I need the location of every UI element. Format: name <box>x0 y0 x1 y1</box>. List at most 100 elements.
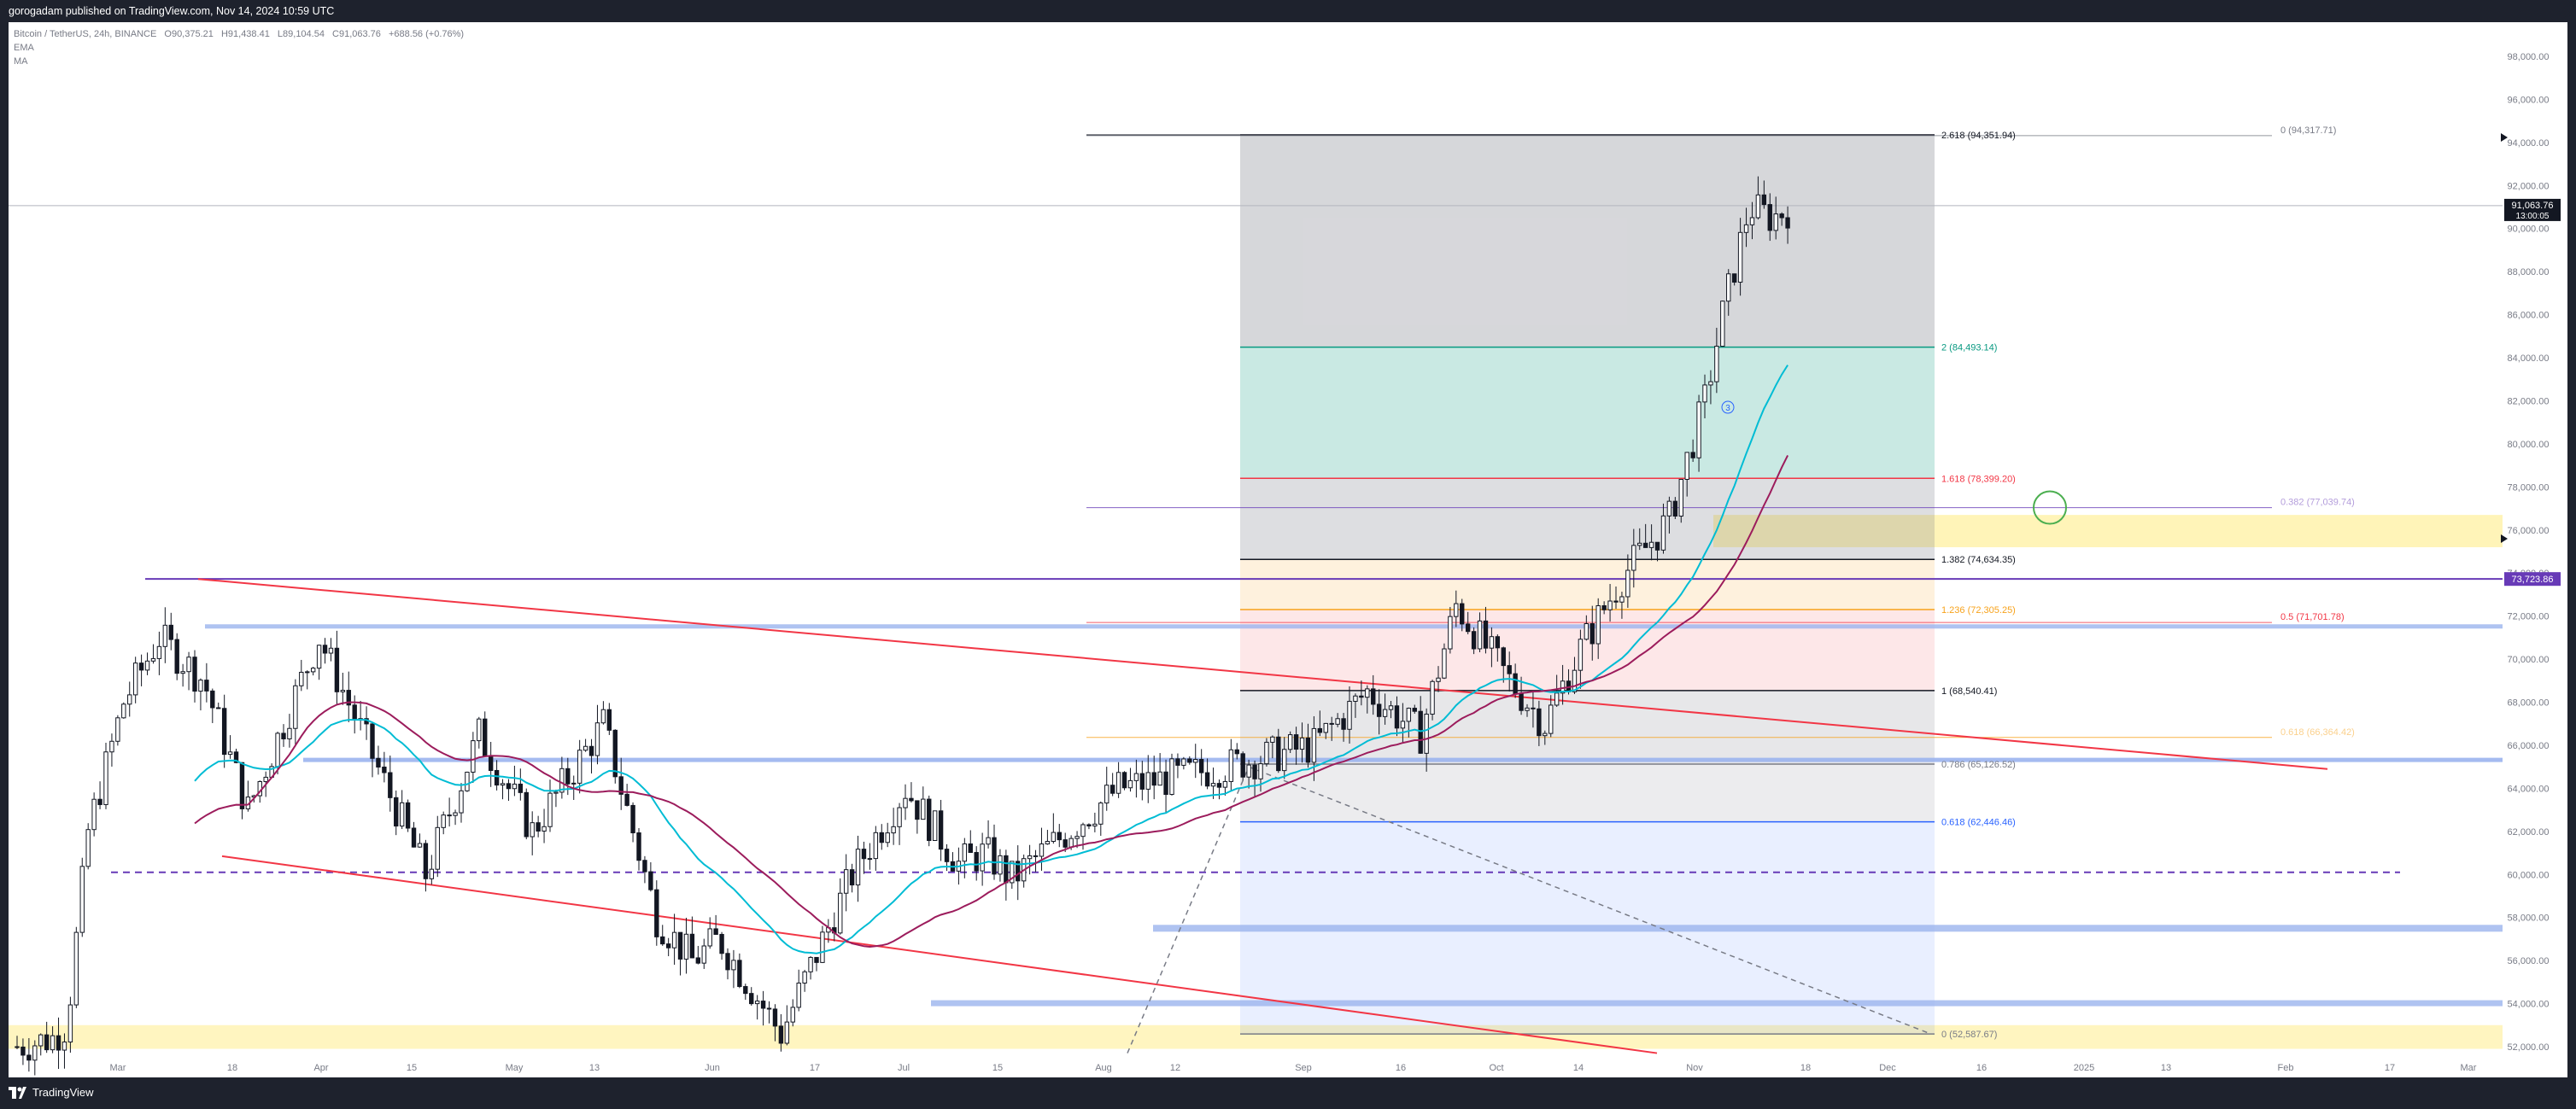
price-chart[interactable]: Mar 18 Apr 15 May 13 Jun 17 Jul 15 Aug 12 Sep 16 Oct 14… <box>9 22 2567 1077</box>
candle-down <box>1642 542 1648 548</box>
candle-up <box>885 832 890 843</box>
candle-up <box>571 782 577 785</box>
tradingview-logo[interactable]: TradingView <box>9 1086 94 1099</box>
candle-down <box>725 953 730 971</box>
y-tick-label: 92,000.00 <box>2508 181 2550 191</box>
y-tick-label: 52,000.00 <box>2508 1042 2550 1053</box>
indicator-ma[interactable]: MA <box>14 56 28 67</box>
candle-down <box>1329 722 1334 725</box>
y-tick-label: 68,000.00 <box>2508 698 2550 709</box>
fib-retracement-label: 0 (94,317.71) <box>2280 125 2336 136</box>
candle-up <box>1625 569 1630 598</box>
candle-down <box>1613 600 1619 603</box>
candle-up <box>683 933 689 960</box>
candle-down <box>204 680 209 692</box>
candle-up <box>583 745 588 751</box>
candle-down <box>524 791 529 838</box>
support-band <box>1153 925 2503 932</box>
candle-down <box>1086 824 1092 826</box>
candle-down <box>1139 773 1145 790</box>
candle-up <box>471 740 476 773</box>
candle-up <box>1127 779 1133 789</box>
candle-up <box>162 624 168 647</box>
candle-up <box>903 797 908 808</box>
candle-down <box>713 928 718 935</box>
candle-down <box>814 956 819 963</box>
candle-down <box>618 776 624 795</box>
candle-up <box>594 722 600 756</box>
candle-down <box>44 1034 50 1051</box>
candle-up <box>1133 773 1139 781</box>
candle-down <box>630 804 635 834</box>
candle-up <box>731 960 736 971</box>
candle-down <box>1483 620 1489 649</box>
candle-down <box>743 986 748 995</box>
candle-down <box>1785 217 1790 229</box>
candle-down <box>968 843 973 854</box>
fib-extension-label: 1 (68,540.41) <box>1941 686 1997 697</box>
candle-down <box>322 645 328 654</box>
symbol-legend: Bitcoin / TetherUS, 24h, BINANCE O90,375… <box>14 27 464 68</box>
candle-up <box>838 892 843 934</box>
fib-extension-label: 1.382 (74,634.35) <box>1941 555 2016 565</box>
candle-up <box>91 798 97 831</box>
candle-down <box>1731 273 1737 283</box>
fib-retracement-label: 0.618 (66,364.42) <box>2280 727 2355 738</box>
support-band <box>931 1000 2503 1007</box>
y-tick-label: 80,000.00 <box>2508 440 2550 450</box>
candle-down <box>1276 736 1281 772</box>
candle-up <box>275 733 280 768</box>
candle-down <box>1779 213 1784 219</box>
candle-up <box>1287 734 1293 750</box>
candle-down <box>737 960 742 988</box>
candle-down <box>677 931 683 960</box>
x-tick-label: May <box>506 1063 524 1073</box>
y-tick-label: 98,000.00 <box>2508 52 2550 62</box>
candle-up <box>1648 541 1654 548</box>
y-tick-label: 60,000.00 <box>2508 870 2550 880</box>
ma-line <box>194 454 1789 948</box>
candle-up <box>1311 727 1317 763</box>
candle-up <box>1554 692 1560 706</box>
candle-down <box>281 733 286 739</box>
indicator-ema[interactable]: EMA <box>14 43 34 53</box>
candle-up <box>1388 705 1394 710</box>
candle-down <box>1376 703 1382 717</box>
candle-down <box>1004 855 1009 884</box>
candle-up <box>1631 545 1636 571</box>
y-tick-label: 66,000.00 <box>2508 741 2550 751</box>
candle-down <box>606 709 612 731</box>
candle-down <box>689 933 695 959</box>
candle-up <box>891 826 896 834</box>
y-tick-label: 88,000.00 <box>2508 267 2550 277</box>
candle-down <box>719 933 724 954</box>
candle-up <box>103 751 108 805</box>
candle-down <box>411 827 417 848</box>
x-tick-label: 15 <box>407 1063 417 1073</box>
candle-up <box>1720 301 1725 347</box>
x-tick-label: Apr <box>313 1063 328 1073</box>
candle-down <box>938 810 944 850</box>
candle-up <box>867 858 873 861</box>
candle-down <box>1305 737 1311 763</box>
candle-up <box>1323 722 1328 733</box>
wave-label: 3 <box>1725 404 1730 413</box>
x-tick-label: Dec <box>1879 1063 1896 1073</box>
candle-up <box>897 807 902 827</box>
fib-extension-label: 0.786 (65,126.52) <box>1941 760 2016 770</box>
candle-down <box>1317 727 1323 733</box>
fib-extension-zone <box>1240 134 1935 347</box>
chart-panel[interactable]: Mar 18 Apr 15 May 13 Jun 17 Jul 15 Aug 12 Sep 16 Oct 14… <box>9 22 2567 1077</box>
candle-up <box>843 869 849 894</box>
candle-down <box>56 1035 61 1051</box>
x-tick-label: 16 <box>1396 1063 1406 1073</box>
symbol-name: Bitcoin / TetherUS, 24h, BINANCE <box>14 29 157 39</box>
candle-down <box>588 745 594 756</box>
candle-up <box>465 771 470 791</box>
candle-up <box>1595 604 1601 645</box>
candle-up <box>1051 832 1057 843</box>
candle-up <box>1584 623 1590 640</box>
candle-up <box>986 837 991 845</box>
candle-up <box>1726 273 1731 302</box>
